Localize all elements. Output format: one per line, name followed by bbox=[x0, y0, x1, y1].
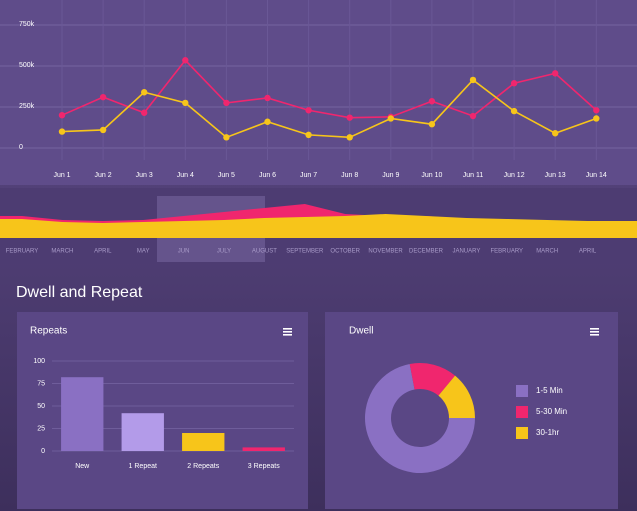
x-tick-label: Jun 2 bbox=[95, 172, 112, 179]
point bbox=[264, 118, 271, 125]
x-tick-label: Jun 9 bbox=[382, 172, 399, 179]
x-tick-label: Jun 6 bbox=[259, 172, 276, 179]
point bbox=[346, 114, 353, 121]
x-tick-label: DECEMBER bbox=[409, 249, 444, 255]
bar bbox=[182, 433, 225, 451]
donut-slice bbox=[409, 362, 456, 396]
bar bbox=[121, 413, 164, 451]
x-tick-label: Jun 13 bbox=[545, 172, 566, 179]
point bbox=[58, 112, 66, 119]
section-title: Dwell and Repeat bbox=[16, 284, 143, 301]
x-tick-label: JUN bbox=[178, 249, 190, 255]
donut-slice bbox=[365, 363, 475, 474]
x-tick-label: FEBRUARY bbox=[491, 249, 524, 255]
point bbox=[264, 94, 271, 102]
legend-label: 1-5 Min bbox=[536, 386, 563, 395]
point bbox=[223, 99, 230, 107]
x-tick-label: Jun 12 bbox=[504, 172, 525, 179]
y-tick-label: 25 bbox=[37, 425, 45, 432]
point bbox=[428, 98, 436, 105]
point bbox=[428, 121, 436, 128]
bar bbox=[61, 377, 104, 451]
legend-swatch bbox=[516, 385, 528, 397]
y-tick-label: 750k bbox=[19, 21, 35, 28]
repeats-panel bbox=[17, 312, 308, 509]
point bbox=[510, 107, 518, 115]
x-tick-label: APRIL bbox=[579, 249, 597, 255]
legend-label: 30-1hr bbox=[536, 428, 559, 437]
line-panel bbox=[0, 0, 637, 185]
x-tick-label: 1 Repeat bbox=[129, 463, 157, 470]
panel-title: Repeats bbox=[30, 326, 67, 337]
point bbox=[305, 131, 312, 139]
x-tick-label: MAY bbox=[137, 249, 150, 255]
point bbox=[593, 115, 600, 122]
point bbox=[346, 134, 353, 141]
x-tick-label: APRIL bbox=[94, 249, 112, 255]
menu-icon[interactable] bbox=[283, 328, 292, 336]
point bbox=[552, 130, 559, 137]
point bbox=[99, 93, 107, 101]
y-tick-label: 0 bbox=[41, 448, 45, 455]
x-tick-label: New bbox=[75, 463, 90, 470]
x-tick-label: SEPTEMBER bbox=[286, 249, 324, 255]
y-tick-label: 100 bbox=[33, 358, 45, 365]
x-tick-label: MARCH bbox=[51, 249, 73, 255]
y-tick-label: 50 bbox=[37, 403, 45, 410]
point bbox=[141, 109, 148, 116]
x-tick-label: 3 Repeats bbox=[248, 463, 280, 470]
point bbox=[58, 128, 66, 135]
point bbox=[469, 76, 477, 84]
x-tick-label: Jun 3 bbox=[136, 172, 153, 179]
point bbox=[182, 57, 189, 64]
x-tick-label: Jun 7 bbox=[300, 172, 317, 179]
x-tick-label: JULY bbox=[217, 249, 231, 255]
x-tick-label: NOVEMBER bbox=[368, 249, 403, 255]
point bbox=[223, 134, 230, 141]
x-tick-label: Jun 10 bbox=[421, 172, 442, 179]
legend-label: 5-30 Min bbox=[536, 407, 567, 416]
x-tick-label: Jun 5 bbox=[218, 172, 235, 179]
x-tick-label: Jun 8 bbox=[341, 172, 358, 179]
y-tick-label: 75 bbox=[37, 380, 45, 387]
x-tick-label: AUGUST bbox=[252, 249, 277, 255]
bar bbox=[242, 447, 285, 451]
x-tick-label: FEBRUARY bbox=[6, 249, 39, 255]
point bbox=[99, 126, 107, 134]
x-tick-label: Jun 14 bbox=[586, 172, 607, 179]
point bbox=[593, 107, 600, 114]
legend-swatch bbox=[516, 406, 528, 418]
y-tick-label: 500k bbox=[19, 62, 35, 69]
y-tick-label: 250k bbox=[19, 103, 35, 110]
x-tick-label: JANUARY bbox=[452, 249, 480, 255]
line bbox=[61, 59, 597, 119]
line bbox=[61, 78, 597, 139]
legend-swatch bbox=[516, 427, 528, 439]
x-tick-label: 2 Repeats bbox=[187, 463, 219, 470]
point bbox=[469, 112, 477, 120]
x-tick-label: Jun 4 bbox=[177, 172, 194, 179]
x-tick-label: MARCH bbox=[536, 249, 558, 255]
panel-title: Dwell bbox=[349, 326, 373, 337]
donut-slice bbox=[438, 375, 475, 418]
x-tick-label: Jun 11 bbox=[463, 172, 484, 179]
point bbox=[387, 115, 394, 122]
point bbox=[552, 70, 559, 77]
x-tick-label: Jun 1 bbox=[53, 172, 70, 179]
menu-icon[interactable] bbox=[590, 328, 599, 336]
x-tick-label: OCTOBER bbox=[330, 249, 360, 255]
point bbox=[305, 107, 312, 114]
point bbox=[141, 89, 148, 96]
area bbox=[0, 214, 637, 238]
y-tick-label: 0 bbox=[19, 144, 23, 151]
point bbox=[510, 80, 518, 87]
point bbox=[182, 99, 189, 107]
